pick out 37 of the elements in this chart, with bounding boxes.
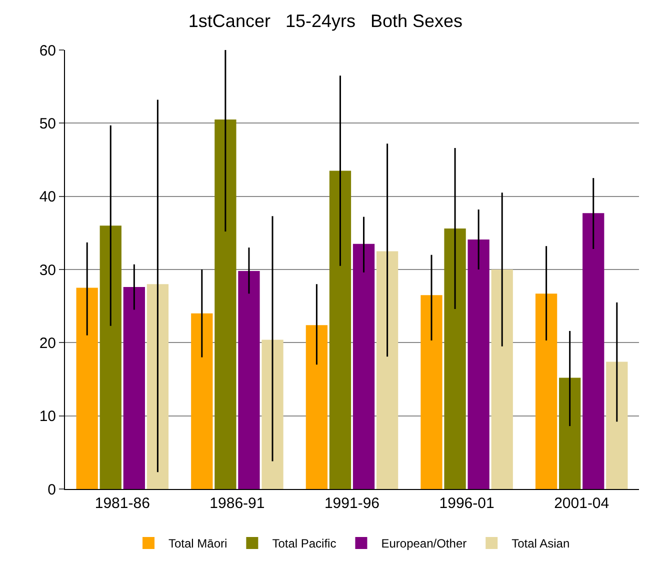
- bar: [146, 284, 169, 489]
- bar: [420, 295, 442, 489]
- bar: [582, 213, 604, 489]
- x-tick-label: 1996-01: [439, 495, 494, 512]
- bar: [491, 270, 513, 489]
- bar: [329, 170, 352, 489]
- x-tick-label: 1986-91: [210, 495, 265, 512]
- bar: [559, 378, 581, 489]
- bar: [535, 294, 558, 489]
- bar: [214, 120, 236, 489]
- bar: [238, 270, 260, 489]
- bar: [262, 340, 284, 489]
- bar: [606, 362, 628, 489]
- y-tick-label: 0: [48, 481, 56, 498]
- y-tick-label: 10: [39, 408, 56, 426]
- legend-label: Total Asian: [512, 536, 570, 551]
- y-tick-label: 30: [39, 262, 56, 279]
- chart-title: 1stCancer 15-24yrs Both Sexes: [188, 10, 463, 31]
- bar: [306, 325, 328, 489]
- x-tick-label: 1991-96: [324, 495, 380, 512]
- x-tick-label: 1981-86: [94, 495, 150, 512]
- bar: [123, 287, 145, 489]
- bar: [352, 244, 375, 489]
- bar: [376, 251, 398, 489]
- y-tick-label: 40: [39, 188, 56, 206]
- bar: [468, 240, 490, 489]
- y-tick-label: 50: [39, 115, 56, 132]
- y-tick-label: 20: [39, 334, 56, 352]
- y-tick-label: 60: [39, 42, 56, 60]
- legend-label: European/Other: [381, 536, 467, 551]
- legend-label: Total Pacific: [272, 536, 336, 551]
- bar: [100, 226, 122, 489]
- bar: [76, 288, 98, 489]
- legend-label: Total Māori: [168, 536, 228, 551]
- bar: [444, 228, 466, 489]
- bar: [191, 313, 213, 489]
- x-tick-label: 2001-04: [554, 495, 610, 512]
